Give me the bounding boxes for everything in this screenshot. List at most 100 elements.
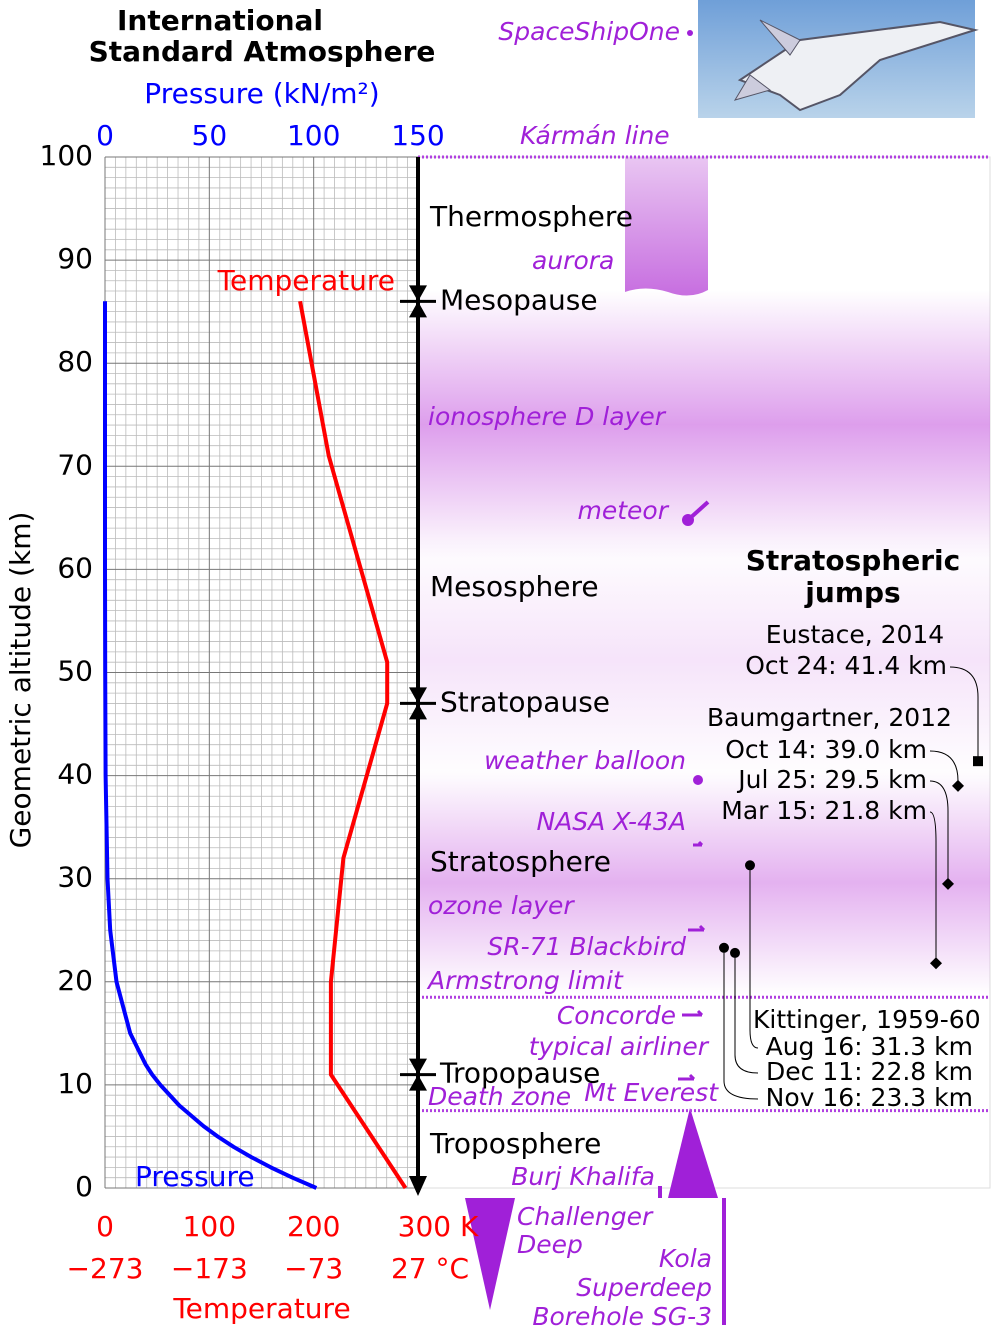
series-label: Temperature xyxy=(217,264,395,297)
ionosphere-band xyxy=(418,290,990,560)
y-tick-label: 40 xyxy=(57,758,93,791)
feature-label: Challenger xyxy=(517,1202,654,1231)
series-label: Pressure xyxy=(135,1160,255,1193)
burj-icon xyxy=(658,1186,662,1198)
boundary-marker xyxy=(409,687,427,720)
feature-label: Concorde xyxy=(557,1001,676,1030)
spaceship-wing xyxy=(733,19,801,101)
everest-icon xyxy=(668,1108,718,1198)
jump-leader xyxy=(749,865,759,1049)
sr71-icon xyxy=(688,924,706,932)
meteor-tail xyxy=(686,500,710,522)
reference-label: Armstrong limit xyxy=(426,966,624,995)
jump-label: Dec 11: 22.8 km xyxy=(766,1057,973,1086)
jumps-title: jumps xyxy=(804,576,900,609)
spaceship-shape xyxy=(737,20,979,112)
feature-label: Deep xyxy=(517,1230,583,1259)
y-tick-label: 80 xyxy=(57,345,93,378)
feature-label: aurora xyxy=(532,246,614,275)
jump-label: Aug 16: 31.3 km xyxy=(766,1032,973,1061)
jump-marker xyxy=(952,779,964,792)
feature-label: Mt Everest xyxy=(584,1078,719,1107)
reference-label: Death zone xyxy=(428,1082,571,1111)
boundary-marker xyxy=(409,285,427,318)
chart-title: Standard Atmosphere xyxy=(89,35,436,68)
x2-tick-label: 300 K xyxy=(398,1210,479,1243)
x-tick-label: 50 xyxy=(192,119,228,152)
y-tick-label: 90 xyxy=(57,242,93,275)
y-tick-label: 0 xyxy=(75,1170,93,1203)
jump-label: Mar 15: 21.8 km xyxy=(721,796,927,825)
aurora xyxy=(625,157,708,296)
feature-label: Burj Khalifa xyxy=(511,1162,655,1191)
jump-label: Oct 14: 39.0 km xyxy=(725,735,927,764)
y-tick-label: 100 xyxy=(40,139,93,172)
feature-label: weather balloon xyxy=(484,746,686,775)
series-line xyxy=(298,300,408,1190)
jumper-name: Kittinger, 1959-60 xyxy=(753,1005,981,1034)
series-line xyxy=(103,301,318,1190)
haze-band xyxy=(418,540,990,780)
jump-leader xyxy=(734,952,759,1074)
jumps-title: Stratospheric xyxy=(746,544,961,577)
x-tick-label: 0 xyxy=(96,119,114,152)
x3-tick-label: −73 xyxy=(284,1252,343,1285)
jump-leader xyxy=(723,947,759,1100)
feature-label: Borehole SG-3 xyxy=(532,1302,712,1331)
x2-axis-title: Temperature xyxy=(172,1292,350,1325)
boundary-marker xyxy=(409,1058,427,1091)
y-tick-label: 10 xyxy=(57,1067,93,1100)
jump-marker xyxy=(973,756,983,767)
balloon-icon xyxy=(693,775,703,785)
y-tick-label: 20 xyxy=(57,964,93,997)
x43a-icon xyxy=(693,840,704,847)
boundary-label: Mesopause xyxy=(440,283,598,316)
feature-label: NASA X-43A xyxy=(537,807,687,836)
feature-label: SR-71 Blackbird xyxy=(487,932,686,961)
feature-label: SpaceShipOne xyxy=(498,17,680,46)
feature-label: ozone layer xyxy=(428,891,575,920)
jumper-name: Baumgartner, 2012 xyxy=(707,703,952,732)
x3-tick-label: −173 xyxy=(171,1252,248,1285)
y-tick-label: 50 xyxy=(57,655,93,688)
jump-label: Oct 24: 41.4 km xyxy=(745,651,947,680)
jump-marker xyxy=(942,877,954,890)
jump-label: Jul 25: 29.5 km xyxy=(736,765,927,794)
ozone-band xyxy=(418,770,990,995)
jumper-name: Eustace, 2014 xyxy=(766,620,944,649)
challenger-icon xyxy=(465,1198,515,1310)
jump-marker xyxy=(719,942,729,953)
y-axis-title: Geometric altitude (km) xyxy=(4,512,37,849)
layer-label: Mesosphere xyxy=(430,570,599,603)
x2-tick-label: 0 xyxy=(96,1210,114,1243)
y-tick-label: 30 xyxy=(57,861,93,894)
concorde-icon xyxy=(682,1009,704,1017)
x3-tick-label: 27 °C xyxy=(391,1252,469,1285)
jump-marker xyxy=(730,947,740,958)
jump-leader xyxy=(949,666,979,762)
layer-label: Thermosphere xyxy=(429,200,633,233)
y-tick-label: 70 xyxy=(57,448,93,481)
boundary-label: Stratopause xyxy=(440,685,610,718)
axis-arrow xyxy=(409,1176,427,1196)
x2-tick-label: 100 xyxy=(183,1210,236,1243)
grid xyxy=(104,156,419,1189)
y-tick-label: 60 xyxy=(57,551,93,584)
reference-label: Kármán line xyxy=(520,121,670,150)
spaceshipone-marker xyxy=(687,30,693,36)
airliner-icon xyxy=(678,1073,696,1081)
jump-leader xyxy=(929,780,949,884)
jump-marker xyxy=(930,957,942,970)
boundary-label: Tropopause xyxy=(439,1057,600,1090)
jump-label: Nov 16: 23.3 km xyxy=(766,1083,973,1112)
layer-label: Stratosphere xyxy=(430,845,611,878)
jump-leader xyxy=(929,811,937,964)
feature-label: ionosphere D layer xyxy=(428,402,667,431)
x-tick-label: 100 xyxy=(287,119,340,152)
layer-label: Troposphere xyxy=(429,1127,601,1160)
x-tick-label: 150 xyxy=(391,119,444,152)
x3-tick-label: −273 xyxy=(67,1252,144,1285)
feature-label: typical airliner xyxy=(529,1032,710,1061)
chart-title: International xyxy=(117,4,323,37)
